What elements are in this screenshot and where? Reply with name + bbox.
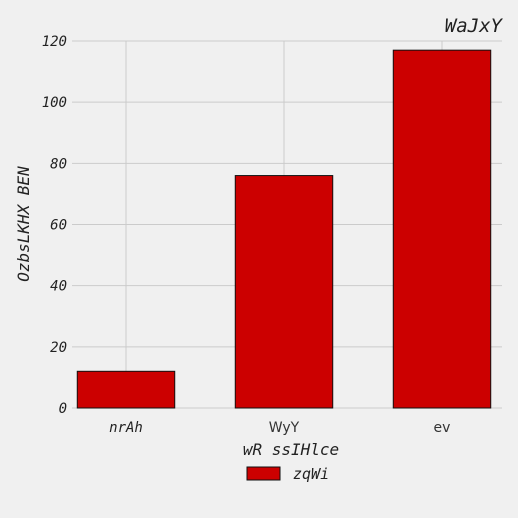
x-tick-label: ev bbox=[434, 420, 451, 436]
y-tick-label: 0 bbox=[59, 401, 67, 417]
x-tick-label: nrAh bbox=[109, 420, 143, 436]
y-tick-label: 40 bbox=[50, 279, 67, 295]
bar bbox=[76, 370, 176, 409]
y-tick-label: 20 bbox=[50, 340, 67, 356]
x-axis-label: wR ssIHlce bbox=[243, 440, 339, 459]
y-axis-label: OzbsLKHX BEN bbox=[14, 166, 33, 282]
bar bbox=[392, 49, 492, 409]
y-tick-label: 80 bbox=[50, 156, 67, 172]
y-tick-labels: 0 20 40 60 80 100 120 bbox=[42, 34, 67, 417]
legend: zqWi bbox=[246, 465, 329, 483]
y-tick-label: 120 bbox=[42, 34, 67, 50]
x-tick-labels: nrAh WyY ev bbox=[109, 420, 450, 436]
legend-label: zqWi bbox=[293, 465, 329, 483]
bars bbox=[76, 49, 492, 409]
chart-title: WaJxY bbox=[445, 15, 504, 37]
legend-swatch bbox=[246, 466, 281, 481]
y-tick-label: 100 bbox=[42, 95, 67, 111]
bar bbox=[234, 175, 334, 409]
y-tick-label: 60 bbox=[50, 218, 67, 234]
x-tick-label: WyY bbox=[269, 420, 300, 436]
